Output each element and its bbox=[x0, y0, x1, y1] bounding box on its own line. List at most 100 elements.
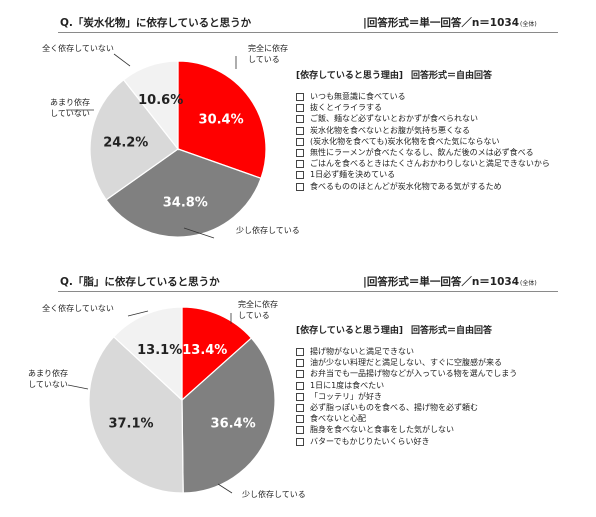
pie-slice bbox=[181, 337, 276, 494]
response-format: |回答形式＝単一回答／n＝1034(全体) bbox=[363, 274, 537, 289]
pie-slice bbox=[89, 78, 179, 201]
checkbox-icon bbox=[296, 426, 304, 435]
reason-item: お弁当でも一品揚げ物などが入っている物を選んでしまう bbox=[296, 368, 586, 379]
category-label-line: している bbox=[238, 311, 270, 320]
category-label-line: 全く依存していない bbox=[42, 303, 114, 313]
checkbox-icon bbox=[296, 104, 304, 113]
question-title: Q.「脂」に依存していると思うか bbox=[60, 276, 220, 288]
slice-value-label: 30.4% bbox=[199, 113, 244, 128]
leader-line bbox=[113, 53, 131, 67]
slice-value-label: 24.2% bbox=[103, 135, 148, 150]
reason-item: バターでもかじりたいくらい好き bbox=[296, 436, 586, 447]
category-label: あまり依存していない bbox=[28, 368, 68, 389]
pie-slice bbox=[88, 335, 184, 494]
reason-item: 揚げ物がないと満足できない bbox=[296, 346, 586, 357]
checkbox-icon bbox=[296, 171, 304, 180]
reason-text: 1日必ず麺を決めている bbox=[310, 170, 396, 180]
slice-value-label: 13.4% bbox=[182, 343, 227, 358]
checkbox-icon bbox=[296, 381, 304, 390]
reason-item: 無性にラーメンが食べたくなるし、飲んだ後のメは必ず食べる bbox=[296, 147, 586, 158]
reason-text: 食べないと心配 bbox=[310, 414, 366, 424]
checkbox-icon bbox=[296, 437, 304, 446]
checkbox-icon bbox=[296, 348, 304, 356]
category-label-line: 完全に依存 bbox=[248, 43, 288, 53]
reason-item: 抜くとイライラする bbox=[296, 102, 586, 113]
category-label-line: していない bbox=[28, 380, 68, 389]
checkbox-icon bbox=[296, 182, 304, 191]
reason-item: 食べるもののほとんどが炭水化物である気がするため bbox=[296, 181, 586, 192]
checkbox-icon bbox=[296, 370, 304, 379]
checkbox-icon bbox=[296, 359, 304, 368]
response-format: |回答形式＝単一回答／n＝1034(全体) bbox=[363, 15, 537, 30]
reason-text: (炭水化物を食べても)炭水化物を食べた気にならない bbox=[310, 136, 500, 146]
reasons-title: [依存していると思う理由] bbox=[296, 71, 403, 81]
pie-slice bbox=[112, 306, 183, 402]
leader-line bbox=[183, 227, 215, 239]
slice-value-label: 36.4% bbox=[211, 417, 256, 432]
checkbox-icon bbox=[296, 115, 304, 124]
reason-item: 脂身を食べないと食事をした気がしない bbox=[296, 424, 586, 435]
checkbox-icon bbox=[296, 415, 304, 424]
leader-line bbox=[67, 384, 89, 390]
reason-text: 油が少ない料理だと満足しない、すぐに空腹感が来る bbox=[310, 358, 502, 368]
category-label: 完全に依存している bbox=[238, 299, 278, 320]
category-label-line: 完全に依存 bbox=[238, 299, 278, 309]
reasons-format: 回答形式＝自由回答 bbox=[410, 71, 492, 81]
sample-note: (全体) bbox=[520, 280, 537, 287]
reason-item: 1日に1度は食べたい bbox=[296, 380, 586, 391]
category-label: 全く依存していない bbox=[42, 43, 114, 53]
category-label-line: していない bbox=[50, 109, 90, 118]
sample-note: (全体) bbox=[520, 21, 537, 28]
category-label-line: している bbox=[248, 55, 280, 64]
reason-text: 「コッテリ」が好き bbox=[310, 391, 382, 401]
checkbox-icon bbox=[296, 93, 304, 101]
slice-value-label: 37.1% bbox=[108, 417, 153, 432]
category-label: 全く依存していない bbox=[42, 303, 114, 313]
reason-item: ごはんを食べるときはたくさんおかわりしないと満足できないから bbox=[296, 158, 586, 169]
pie-slice bbox=[181, 306, 253, 402]
reason-text: お弁当でも一品揚げ物などが入っている物を選んでしまう bbox=[310, 369, 518, 379]
reasons-block: [依存していると思う理由] 回答形式＝自由回答 揚げ物がないと満足できない 油が少… bbox=[296, 323, 586, 447]
reason-text: 炭水化物を食べないとお腹が気持ち悪くなる bbox=[310, 125, 470, 135]
reason-text: 1日に1度は食べたい bbox=[310, 380, 385, 390]
reason-text: 必ず脂っぽいものを食べる、揚げ物を必ず頼む bbox=[310, 403, 478, 413]
category-label-line: 少し依存している bbox=[242, 489, 306, 499]
reasons-header: [依存していると思う理由] 回答形式＝自由回答 bbox=[296, 68, 586, 81]
reason-item: 油が少ない料理だと満足しない、すぐに空腹感が来る bbox=[296, 357, 586, 368]
category-label-line: 全く依存していない bbox=[42, 43, 114, 53]
reason-text: 食べるもののほとんどが炭水化物である気がするため bbox=[310, 181, 502, 191]
reason-text: 揚げ物がないと満足できない bbox=[310, 347, 414, 356]
pie-slice bbox=[177, 60, 267, 180]
reasons-format: 回答形式＝自由回答 bbox=[410, 326, 492, 336]
reason-text: ご飯、麺など必ずないとおかずが食べられない bbox=[310, 114, 478, 124]
reasons-list: 揚げ物がないと満足できない 油が少ない料理だと満足しない、すぐに空腹感が来る お… bbox=[296, 346, 586, 447]
reason-item: 1日必ず麺を決めている bbox=[296, 169, 586, 180]
checkbox-icon bbox=[296, 392, 304, 401]
reason-text: ごはんを食べるときはたくさんおかわりしないと満足できないから bbox=[310, 159, 550, 169]
leader-line bbox=[127, 310, 149, 317]
slice-value-label: 10.6% bbox=[138, 93, 183, 108]
reason-text: 抜くとイライラする bbox=[310, 103, 382, 113]
reason-item: いつも無意識に食べている bbox=[296, 91, 586, 102]
checkbox-icon bbox=[296, 160, 304, 169]
chart-panel-carbohydrates: Q.「炭水化物」に依存していると思うか |回答形式＝単一回答／n＝1034(全体… bbox=[0, 0, 596, 258]
reason-item: 食べないと心配 bbox=[296, 413, 586, 424]
reason-text: 無性にラーメンが食べたくなるし、飲んだ後のメは必ず食べる bbox=[310, 148, 534, 158]
question-title: Q.「炭水化物」に依存していると思うか bbox=[60, 17, 252, 29]
chart-panel-fat: Q.「脂」に依存していると思うか |回答形式＝単一回答／n＝1034(全体) 1… bbox=[0, 259, 596, 517]
reason-item: ご飯、麺など必ずないとおかずが食べられない bbox=[296, 113, 586, 124]
category-label: 少し依存している bbox=[236, 225, 300, 235]
checkbox-icon bbox=[296, 137, 304, 146]
category-label-line: 少し依存している bbox=[236, 225, 300, 235]
category-label-line: あまり依存 bbox=[50, 97, 90, 107]
category-label-line: あまり依存 bbox=[28, 368, 68, 378]
reason-text: いつも無意識に食べている bbox=[310, 92, 406, 101]
category-label: あまり依存していない bbox=[50, 97, 90, 118]
reasons-list: いつも無意識に食べている 抜くとイライラする ご飯、麺など必ずないとおかずが食べ… bbox=[296, 91, 586, 192]
slice-value-label: 13.1% bbox=[137, 343, 182, 358]
reasons-title: [依存していると思う理由] bbox=[296, 326, 403, 336]
response-format-text: |回答形式＝単一回答／n＝1034 bbox=[363, 276, 520, 288]
reason-item: 「コッテリ」が好き bbox=[296, 391, 586, 402]
leader-line bbox=[217, 483, 233, 494]
